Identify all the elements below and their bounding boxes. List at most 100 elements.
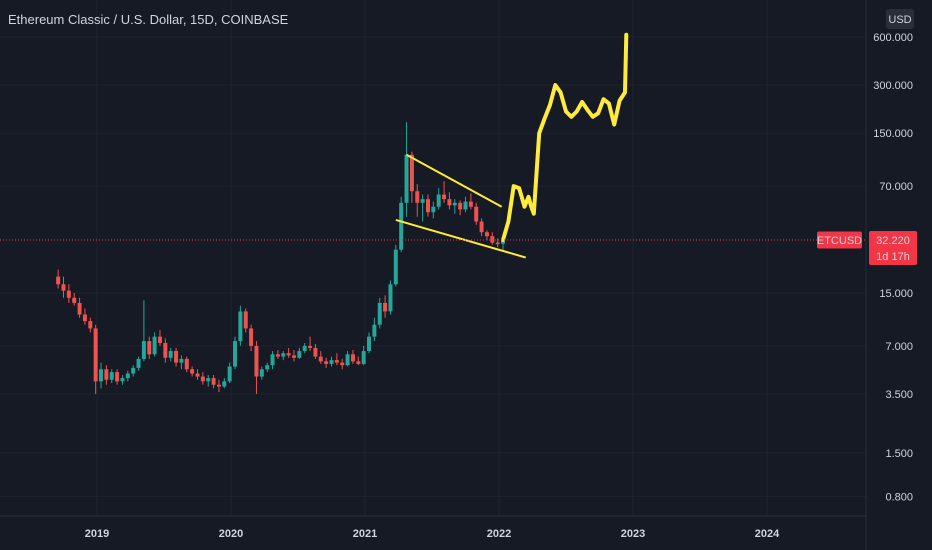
price-scale[interactable]: USD 1400.000600.000300.000150.00070.0001…: [865, 0, 914, 550]
price-tick-label: 15.000: [879, 288, 913, 300]
candle-body: [484, 232, 489, 237]
candle-body: [495, 242, 500, 245]
candle-body: [463, 201, 468, 210]
price-tick-label: 0.800: [885, 491, 913, 503]
candle-body: [72, 297, 77, 303]
candle-body: [265, 365, 270, 370]
candle-body: [93, 328, 98, 382]
candle-body: [168, 351, 173, 358]
price-ticks: 1400.000600.000300.000150.00070.00015.00…: [873, 32, 913, 503]
candle-body: [249, 328, 254, 346]
candle-body: [372, 324, 377, 337]
candle-body: [377, 302, 382, 325]
candle-body: [318, 356, 323, 362]
last-price-value: 32.220: [876, 235, 910, 247]
currency-badge[interactable]: [886, 9, 914, 29]
chart-grid: [0, 0, 866, 516]
candle-body: [104, 369, 109, 380]
candle-body: [345, 354, 350, 366]
symbol-badge: [817, 231, 862, 249]
candle-body: [163, 342, 168, 358]
candle-body: [420, 199, 425, 203]
candle-body: [329, 360, 334, 364]
price-tick-label: 600.000: [873, 32, 913, 44]
candle-body: [474, 206, 479, 222]
trendline: [395, 218, 527, 259]
last-price-badge: [869, 230, 917, 265]
candle-body: [195, 373, 200, 377]
price-tick-label: 150.000: [873, 128, 913, 140]
candle-body: [174, 351, 179, 363]
candle-body: [361, 351, 366, 364]
candle-body: [184, 358, 189, 370]
candle-body: [147, 341, 152, 355]
candle-body: [409, 154, 414, 192]
candle-body: [131, 367, 136, 374]
candle-body: [211, 378, 216, 385]
price-tick-label: 7.000: [885, 341, 913, 353]
trendline: [406, 153, 503, 208]
candle-body: [216, 384, 221, 387]
candle-body: [115, 372, 120, 382]
candle-body: [233, 341, 238, 367]
candle-body: [82, 314, 87, 322]
candle-body: [77, 302, 82, 315]
candle-body: [490, 236, 495, 243]
candle-body: [286, 353, 291, 356]
time-tick-label: 2024: [755, 528, 780, 540]
chart-title: Ethereum Classic / U.S. Dollar, 15D, COI…: [8, 12, 289, 27]
candle-body: [468, 201, 473, 207]
time-scale[interactable]: 2019 2020 2021 2022 2023 2024: [0, 515, 866, 540]
candle-body: [404, 154, 409, 203]
candle-body: [313, 347, 318, 357]
symbol-text: ETCUSD: [817, 235, 862, 247]
candle-body: [99, 369, 104, 382]
time-tick-label: 2023: [621, 528, 645, 540]
candle-body: [275, 354, 280, 357]
candle-body: [356, 361, 361, 364]
candle-body: [206, 378, 211, 382]
candle-body: [259, 369, 264, 377]
candle-body: [447, 199, 452, 206]
candle-body: [367, 336, 372, 352]
candle-body: [152, 336, 157, 355]
candle-body: [324, 361, 329, 364]
candle-body: [340, 362, 345, 366]
candle-body: [388, 284, 393, 312]
candle-body: [281, 353, 286, 357]
time-tick-label: 2022: [487, 528, 511, 540]
candle-body: [125, 373, 130, 379]
candle-body: [179, 358, 184, 363]
candle-body: [458, 202, 463, 210]
candle-body: [431, 206, 436, 213]
candle-body: [350, 354, 355, 362]
candle-body: [227, 366, 232, 382]
candle-body: [297, 351, 302, 358]
time-ticks: 2019 2020 2021 2022 2023 2024: [85, 528, 780, 540]
last-price-label: ETCUSD 32.220 1d 17h: [817, 230, 917, 265]
candle-body: [302, 345, 307, 352]
price-tick-label: 300.000: [873, 80, 913, 92]
time-tick-label: 2021: [353, 528, 377, 540]
candle-body: [141, 341, 146, 359]
candle-body: [479, 221, 484, 233]
candle-body: [415, 191, 420, 203]
candle-body: [254, 345, 259, 377]
candle-body: [436, 194, 441, 207]
candlestick-series: [56, 122, 506, 394]
candle-body: [157, 336, 162, 343]
candle-body: [291, 355, 296, 358]
candle-body: [200, 376, 205, 382]
candle-body: [88, 321, 93, 329]
price-tick-label: 3.500: [885, 389, 913, 401]
candle-body: [442, 194, 447, 200]
candle-body: [66, 290, 71, 298]
candle-body: [136, 358, 141, 368]
candle-body: [243, 311, 248, 329]
bar-countdown: 1d 17h: [876, 251, 910, 263]
candle-body: [222, 381, 227, 387]
candle-body: [109, 372, 114, 380]
time-tick-label: 2020: [219, 528, 243, 540]
candle-body: [308, 345, 313, 348]
